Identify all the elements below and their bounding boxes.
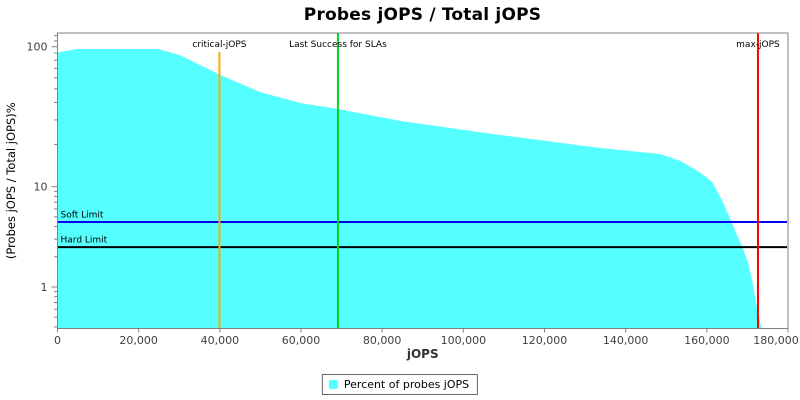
max-jops-label: max-jOPS <box>736 40 780 50</box>
x-tick-label: 160,000 <box>684 334 730 347</box>
x-tick-label: 140,000 <box>603 334 649 347</box>
x-tick-label: 180,000 <box>753 334 799 347</box>
y-tick-label: 1 <box>41 281 48 294</box>
hard-limit-label: Hard Limit <box>61 236 108 246</box>
chart-title: Probes jOPS / Total jOPS <box>303 5 542 25</box>
y-axis-title: (Probes jOPS / Total jOPS)% <box>4 102 18 259</box>
x-tick-label: 40,000 <box>201 334 240 347</box>
x-tick-label: 80,000 <box>363 334 402 347</box>
plot-svg: Soft Limit Hard Limit critical-jOPS Last Su… <box>4 32 799 361</box>
x-tick-label: 0 <box>54 334 61 347</box>
x-tick-label: 120,000 <box>522 334 568 347</box>
legend-swatch-icon <box>328 380 338 389</box>
legend-box: Percent of probes jOPS <box>321 374 479 395</box>
critical-jops-label: critical-jOPS <box>192 40 246 50</box>
x-axis-title: jOPS <box>406 347 439 361</box>
y-tick-label: 10 <box>34 181 48 194</box>
y-tick-label: 100 <box>27 41 48 54</box>
plot-border <box>57 32 789 329</box>
x-tick-label: 60,000 <box>282 334 321 347</box>
x-tick-label: 100,000 <box>441 334 487 347</box>
last-success-slas-label: Last Success for SLAs <box>289 40 387 50</box>
soft-limit-label: Soft Limit <box>61 210 104 220</box>
series-area <box>57 49 761 329</box>
x-tick-label: 20,000 <box>119 334 158 347</box>
legend-label: Percent of probes jOPS <box>343 378 470 391</box>
